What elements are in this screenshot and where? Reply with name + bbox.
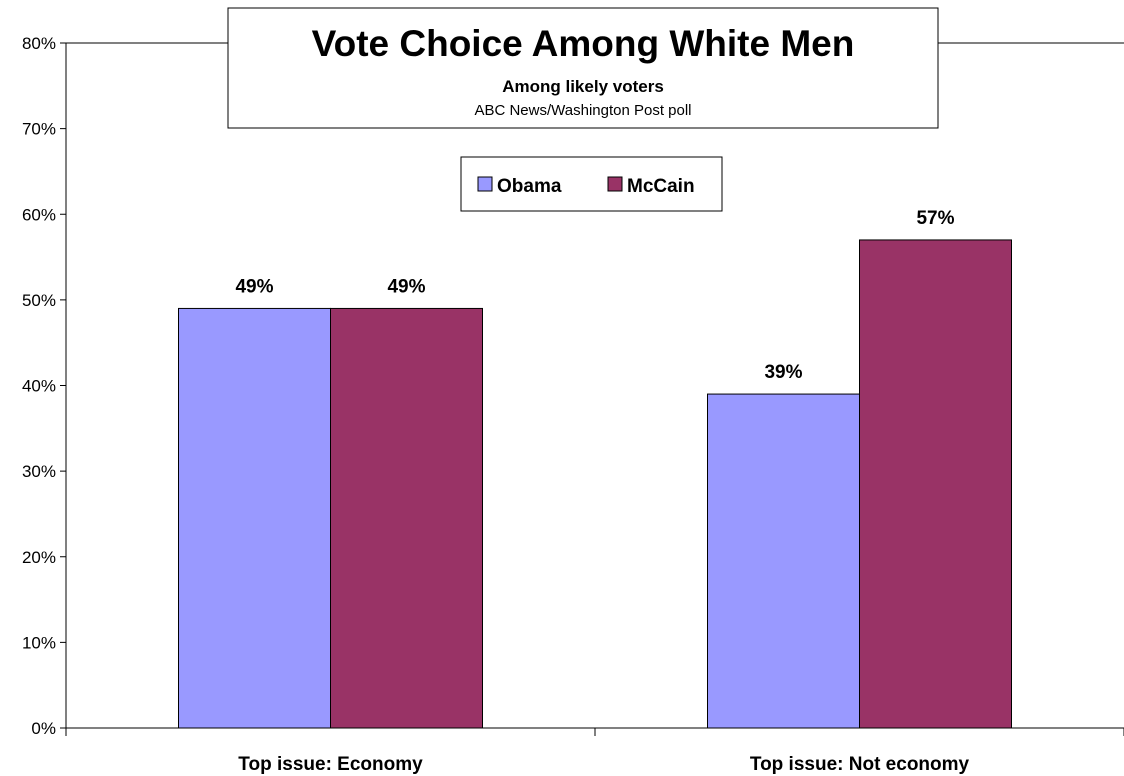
legend-label-mccain: McCain [627,176,695,197]
bar-mccain-1 [330,307,483,729]
data-label-mccain-2: 57% [916,208,954,229]
bars [178,239,1012,729]
title-box-frame [227,7,939,129]
data-label-mccain-1: 49% [387,276,425,297]
y-tick-label: 50% [22,291,56,310]
title-box: Vote Choice Among White Men Among likely… [227,7,939,129]
y-tick-label: 80% [22,34,56,53]
y-tick-label: 30% [22,462,56,481]
axes: 0% 10% 20% 30% 40% 50% 60% 70% 80% Top issue: Eco… [22,34,1124,775]
x-category-label: Top issue: Economy [238,754,423,775]
y-tick-label: 70% [22,120,56,139]
legend-swatch-mccain [607,176,623,192]
legend-label-obama: Obama [497,176,562,197]
data-label-obama-2: 39% [764,362,802,383]
chart-title: Vote Choice Among White Men [312,23,855,64]
y-tick-label: 60% [22,205,56,224]
data-label-obama-1: 49% [235,276,273,297]
y-tick-label: 0% [31,719,56,738]
bar-obama-1 [178,307,331,729]
y-tick-label: 10% [22,633,56,652]
y-tick-label: 20% [22,548,56,567]
chart-subtitle: Among likely voters [502,77,664,96]
bar-obama-2 [707,393,860,729]
legend: Obama McCain [460,156,723,212]
legend-swatch-obama [477,176,493,192]
y-tick-label: 40% [22,377,56,396]
bar-mccain-2 [859,239,1012,729]
chart-source: ABC News/Washington Post poll [474,102,691,119]
legend-frame [460,156,723,212]
data-labels: 49% 49% 39% 57% [235,208,954,383]
x-category-label: Top issue: Not economy [750,754,970,775]
